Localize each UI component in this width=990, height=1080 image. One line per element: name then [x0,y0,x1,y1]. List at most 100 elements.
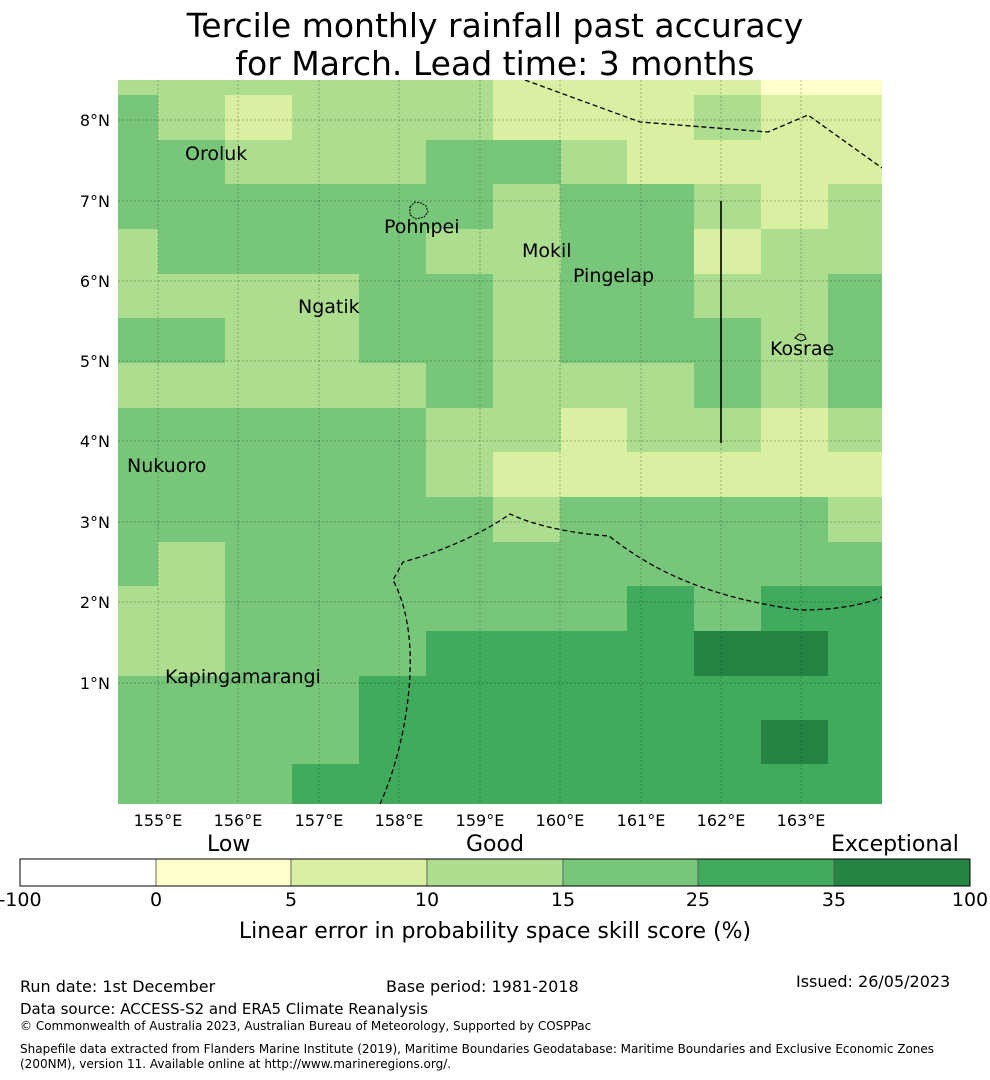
shapefile-credit: Shapefile data extracted from Flanders M… [20,1042,935,1071]
grid-cell [694,229,761,274]
longitude-label: 157°E [295,811,344,830]
grid-cell [761,184,828,229]
grid-cell [158,542,225,586]
grid-cell [426,631,694,676]
grid-cell [118,80,158,95]
longitude-label: 160°E [536,811,585,830]
latitude-label: 5°N [80,352,110,371]
grid-cell [561,408,627,452]
eez-boundaries [379,80,882,804]
colorbar-tick-label: 5 [284,889,298,911]
issued-date: Issued: 26/05/2023 [796,972,951,991]
longitude-label: 162°E [697,811,746,830]
grid-cell [359,676,694,764]
colorbar-segment [833,858,971,887]
grid-cell [561,140,627,184]
data-source: Data source: ACCESS-S2 and ERA5 Climate … [20,1000,428,1018]
grid-cell [118,586,225,676]
latitude-label: 7°N [80,192,110,211]
grid-cell [493,184,560,229]
colorbar-segment [19,858,157,887]
grid-cell [828,631,882,676]
colorbar-tick-label: -100 [0,889,42,911]
grid-cell [761,95,882,140]
colorbar-segment [562,858,699,887]
longitude-label: 155°E [134,811,183,830]
longitude-label: 163°E [777,811,826,830]
grid-cell [158,80,493,95]
grid-cell [694,95,761,140]
grid-cell [493,95,694,140]
longitude-label: 161°E [617,811,666,830]
grid-cell [493,497,560,542]
grid-cell [493,80,761,95]
grid-cell [292,95,493,140]
grid-cell [694,274,828,318]
place-label: Pohnpei [384,216,460,238]
longitude-label: 158°E [375,811,424,830]
chart-title-line-1: Tercile monthly rainfall past accuracy [186,6,804,45]
colorbar-tick-label: 10 [414,889,440,911]
grid-cell [426,408,561,452]
place-label: Ngatik [298,296,360,318]
colorbar-tick-label: 100 [951,889,989,911]
colorbar-segment [697,858,835,887]
grid-cell [761,586,882,631]
colorbar-tick-label: 35 [821,889,847,911]
colorbar-segment [155,858,292,887]
eez-boundary-south [379,513,882,804]
grid-cell [828,184,882,229]
grid-cell [493,363,694,408]
grid-cell [292,274,359,318]
grid-cell [761,80,882,95]
colorbar-tick-label: 15 [550,889,576,911]
place-label: Kapingamarangi [165,666,321,688]
colorbar-tick-label: 0 [149,889,163,911]
run-date: Run date: 1st December [20,977,216,996]
colorbar-segment [426,858,564,887]
skill-score-map: 8°N 7°N 6°N 5°N 4°N 3°N 2°N 1°N 155°E 156°E 157°E… [80,80,882,830]
pohnpei-coastline [409,201,429,220]
place-label: Pingelap [573,265,654,287]
grid-cell [292,764,882,804]
colorbar-category-low: Low [207,832,251,857]
grid-cell [118,363,426,408]
colorbar-tick-label: 25 [685,889,711,911]
graticule [118,80,882,804]
grid-cell [627,408,761,452]
grid-cell [118,229,158,274]
colorbar-category-exceptional: Exceptional [831,832,959,857]
latitude-label: 3°N [80,513,110,532]
place-label: Oroluk [185,143,247,165]
place-label: Nukuoro [127,455,206,477]
base-period: Base period: 1981-2018 [386,977,579,996]
colorbar-category-good: Good [466,832,524,857]
grid-cell [158,95,225,140]
colorbar [19,858,971,887]
grid-cell [225,140,426,184]
latitude-label: 8°N [80,111,110,130]
grid-cell [694,631,828,676]
grid-cell [426,452,493,497]
copyright: © Commonwealth of Australia 2023, Austra… [20,1019,592,1033]
eez-boundary-north [524,80,882,169]
grid-cell [493,318,560,363]
colorbar-frame [19,858,971,887]
grid-cell [761,229,882,274]
grid-cell [761,720,828,764]
longitude-label: 159°E [456,811,505,830]
grid-cell [225,95,292,140]
grid-cell [426,229,561,274]
chart-title-line-2: for March. Lead time: 3 months [235,44,755,83]
latitude-label: 4°N [80,432,110,451]
grid-cell [118,274,292,318]
place-label: Kosrae [770,338,834,360]
colorbar-segment [290,858,428,887]
grid-cell [493,452,882,497]
grid-cell [627,586,694,631]
grid-cell [828,408,882,452]
longitude-label: 156°E [214,811,263,830]
longitude-labels: 155°E 156°E 157°E 158°E 159°E 160°E 161°E 162°E… [134,811,826,830]
grid-cell [627,140,882,184]
